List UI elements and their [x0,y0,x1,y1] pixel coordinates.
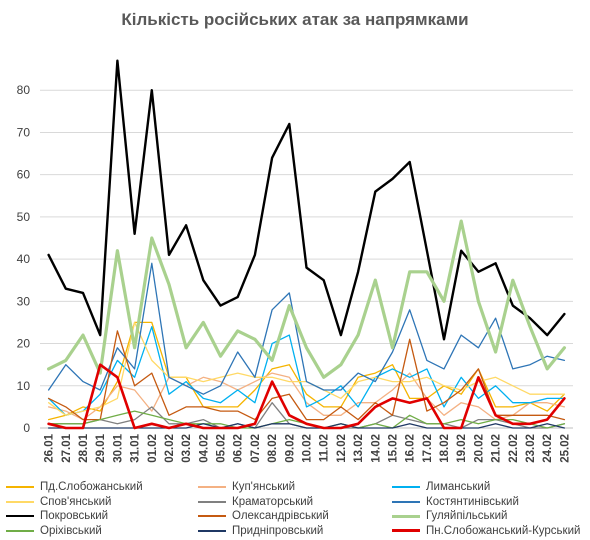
chart-title: Кількість російських атак за напрямками [121,10,469,29]
legend-swatch [198,529,226,532]
y-tick-label: 20 [17,337,31,351]
plot-area: 0 10 20 30 40 50 60 70 80 26.01 27.01 28.01 29.01 30.… [17,59,573,463]
legend-label: Придніпровський [232,524,324,537]
legend-swatch [6,515,34,517]
legend-label: Гуляйпільський [426,510,508,522]
y-tick-label: 60 [17,168,31,182]
x-tick-label: 02.02 [164,434,176,463]
x-tick-label: 27.01 [61,433,73,462]
legend-swatch [198,486,226,488]
y-tick-label: 50 [17,210,31,224]
x-tick-label: 05.02 [216,434,228,463]
x-tick-label: 07.02 [250,434,262,463]
x-tick-label: 16.02 [405,434,417,463]
x-tick-label: 11.02 [319,434,331,462]
y-tick-label: 80 [17,83,31,97]
legend-item: Олександрівський [198,509,329,523]
x-tick-label: 12.02 [336,434,348,463]
x-tick-label: 21.02 [491,434,503,463]
x-tick-label: 20.02 [473,434,485,463]
legend-label: Краматорський [232,495,314,508]
y-tick-label: 70 [17,125,31,139]
y-tick-label: 10 [17,379,31,393]
x-tick-label: 15.02 [387,434,399,463]
series-line [47,330,566,421]
legend-item: Краматорський [198,495,313,509]
legend-label: Костянтинівський [426,495,519,508]
legend-swatch [392,514,420,518]
x-tick-label: 06.02 [233,434,245,463]
x-tick-label: 31.01 [130,433,142,462]
legend-label: Куп'янський [232,481,296,493]
x-tick-label: 09.02 [284,434,296,463]
x-tick-label: 23.02 [525,434,537,463]
y-tick-label: 0 [23,421,30,435]
legend-swatch [392,500,420,503]
legend-item: Оріхівський [6,524,102,538]
legend-label: Покровський [40,510,109,522]
series-line [47,59,566,341]
series-line [47,363,566,430]
legend-item: Пд.Слобожанський [6,480,143,494]
x-tick-label: 22.02 [508,434,520,463]
legend-item: Придніпровський [198,524,323,538]
legend: Пд.Слобожанський Куп'янський Лиманський Спо… [0,480,590,538]
legend-swatch [6,486,34,488]
legend-item: Пн.Слобожанський-Курський [392,524,580,538]
x-tick-label: 08.02 [267,434,279,463]
x-tick-label: 14.02 [370,434,382,463]
legend-item: Лиманський [392,480,490,494]
legend-item: Покровський [6,509,108,523]
x-tick-label: 25.02 [559,434,571,463]
legend-item: Куп'янський [198,480,295,494]
y-tick-label: 30 [17,294,31,308]
legend-swatch [6,529,34,532]
legend-label: Оріхівський [40,524,102,537]
series-line [47,262,566,395]
x-tick-label: 01.02 [147,434,159,463]
legend-swatch [198,515,226,517]
legend-item: Гуляйпільський [392,509,507,523]
x-tick-label: 10.02 [302,434,314,463]
legend-label: Лиманський [426,481,491,493]
legend-swatch [6,500,34,503]
x-tick-label: 13.02 [353,434,365,463]
y-tick-label: 40 [17,252,31,266]
x-tick-label: 17.02 [422,434,434,463]
legend-label: Олександрівський [232,510,329,522]
x-tick-label: 28.01 [78,433,90,462]
legend-swatch [392,486,420,488]
legend-label: Спов'янський [40,495,112,508]
x-tick-label: 26.01 [44,433,56,462]
legend-swatch [392,529,420,532]
x-tick-label: 19.02 [456,434,468,463]
x-tick-label: 30.01 [112,433,124,462]
legend-item: Костянтинівський [392,495,519,509]
x-tick-label: 24.02 [542,434,554,463]
x-tick-label: 04.02 [198,434,210,463]
legend-swatch [198,500,226,503]
legend-label: Пд.Слобожанський [40,481,143,493]
x-tick-label: 29.01 [95,433,107,462]
x-tick-label: 03.02 [181,434,193,463]
series-line [46,219,567,379]
legend-label: Пн.Слобожанський-Курський [426,524,581,537]
series-line [47,372,566,421]
series-line [47,326,566,416]
legend-item: Спов'янський [6,495,111,509]
x-tick-label: 18.02 [439,434,451,463]
